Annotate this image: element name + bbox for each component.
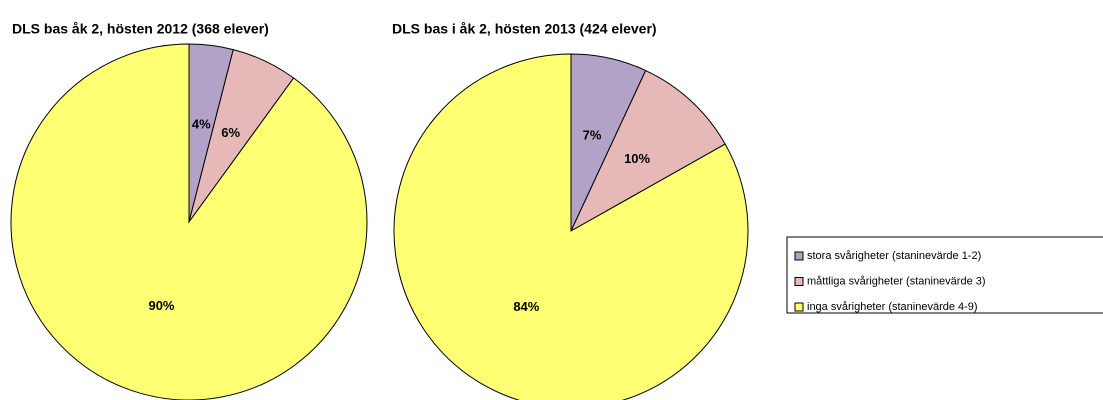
value-label: 6% bbox=[221, 125, 240, 140]
legend-label: måttliga svårigheter (staninevärde 3) bbox=[807, 275, 986, 287]
chart-title: DLS bas åk 2, hösten 2012 (368 elever) bbox=[12, 21, 269, 37]
value-label: 10% bbox=[624, 151, 650, 166]
legend-swatch bbox=[794, 302, 804, 312]
pie-slice bbox=[569, 69, 726, 233]
legend-label: stora svårigheter (staninevärde 1-2) bbox=[807, 250, 981, 262]
value-label: 4% bbox=[192, 116, 211, 131]
value-label: 84% bbox=[513, 299, 539, 314]
legend-swatch bbox=[794, 251, 804, 261]
value-label: 90% bbox=[148, 298, 174, 313]
legend-label: inga svårigheter (staninevärde 4-9) bbox=[807, 301, 978, 313]
legend-box bbox=[786, 236, 1103, 314]
pie-slice bbox=[10, 43, 368, 400]
pie-slice bbox=[393, 53, 749, 400]
value-label: 7% bbox=[583, 127, 602, 142]
chart-title: DLS bas i åk 2, hösten 2013 (424 elever) bbox=[392, 21, 657, 37]
legend-swatch bbox=[794, 277, 804, 286]
